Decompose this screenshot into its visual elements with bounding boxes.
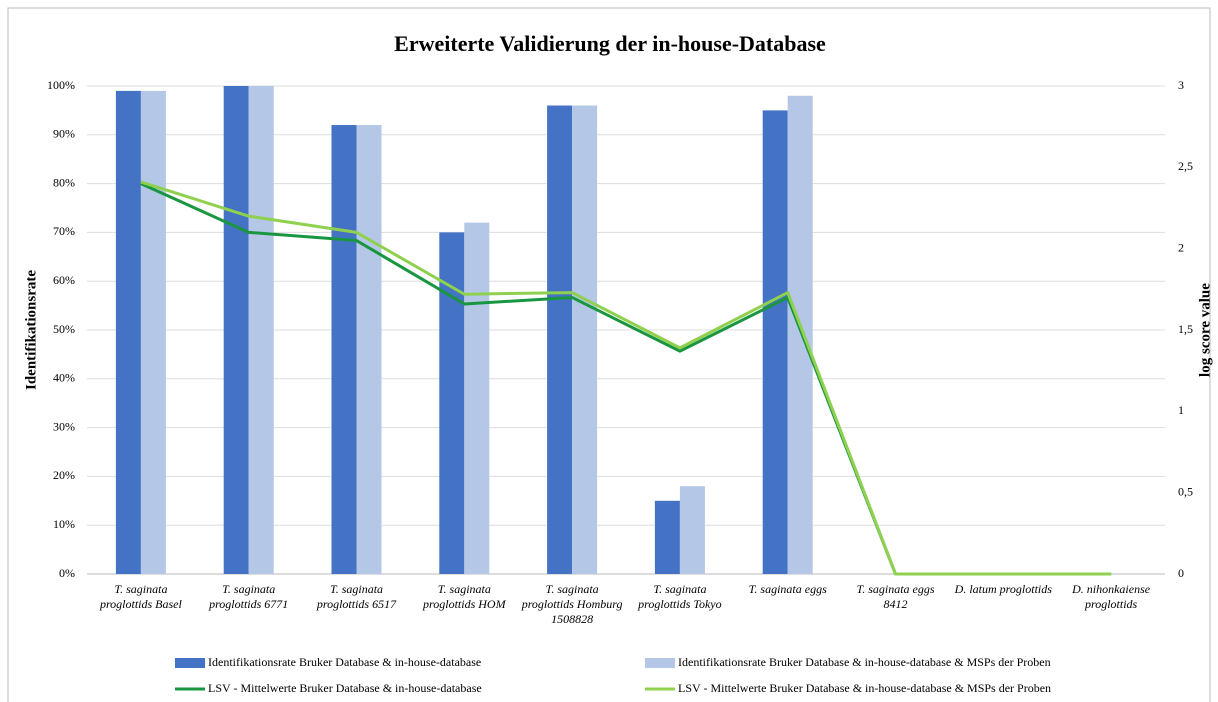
bar	[572, 105, 598, 575]
legend-label: Identifikationsrate Bruker Database & in…	[678, 655, 1051, 669]
y-tick-label: 10%	[53, 517, 75, 531]
bar	[223, 86, 249, 574]
y-tick-label: 70%	[53, 224, 75, 238]
legend-label: LSV - Mittelwerte Bruker Database & in-h…	[208, 681, 482, 695]
x-tick-label: T. saginata eggs 8412	[856, 582, 935, 611]
bar	[115, 90, 141, 574]
chart-title: Erweiterte Validierung der in-house-Data…	[394, 31, 826, 56]
x-tick-label: D. latum proglottids	[954, 582, 1052, 596]
x-tick-label: T. saginata proglottids 6771	[209, 582, 289, 611]
bar	[787, 95, 813, 574]
bar	[140, 90, 166, 574]
x-tick-label: T. saginata proglottids Basel	[99, 582, 182, 611]
y-tick-label: 100%	[47, 78, 75, 92]
y2-tick-label: 0	[1178, 566, 1184, 580]
bar	[356, 125, 382, 574]
y2-tick-label: 0,5	[1178, 484, 1193, 498]
x-tick-label: T. saginata proglottids HOM	[423, 582, 506, 611]
bar	[547, 105, 573, 575]
y2-tick-label: 3	[1178, 78, 1184, 92]
bar	[762, 110, 788, 575]
line	[140, 180, 1112, 576]
y-tick-label: 30%	[53, 419, 75, 433]
legend-label: LSV - Mittelwerte Bruker Database & in-h…	[678, 681, 1051, 695]
y-tick-label: 0%	[59, 566, 75, 580]
x-tick-label: D. nihonkaiense proglottids	[1072, 582, 1151, 611]
y2-axis-title: log score value	[1197, 283, 1213, 377]
y2-tick-label: 2,5	[1178, 159, 1193, 173]
legend-swatch	[645, 658, 675, 668]
y2-tick-label: 1,5	[1178, 322, 1193, 336]
y-tick-label: 50%	[53, 322, 75, 336]
bar	[248, 86, 274, 574]
bar	[654, 500, 680, 574]
legend-label: Identifikationsrate Bruker Database & in…	[208, 655, 481, 669]
bar	[331, 125, 357, 574]
legend-swatch	[175, 658, 205, 668]
bar	[439, 232, 465, 574]
y-tick-label: 60%	[53, 273, 75, 287]
y2-tick-label: 2	[1178, 240, 1184, 254]
bar	[679, 486, 705, 574]
x-tick-label: T. saginata proglottids Tokyo	[638, 582, 722, 611]
y-tick-label: 20%	[53, 468, 75, 482]
y-tick-label: 90%	[53, 127, 75, 141]
y2-tick-label: 1	[1178, 403, 1184, 417]
bar	[464, 222, 490, 574]
x-tick-label: T. saginata eggs	[748, 582, 827, 596]
x-tick-label: T. saginata proglottids Homburg 1508828	[521, 582, 623, 626]
y-tick-label: 40%	[53, 371, 75, 385]
y-tick-label: 80%	[53, 175, 75, 189]
y-axis-title: Identifikationsrate	[23, 270, 39, 390]
x-tick-label: T. saginata proglottids 6517	[316, 582, 397, 611]
frame	[7, 7, 1211, 702]
